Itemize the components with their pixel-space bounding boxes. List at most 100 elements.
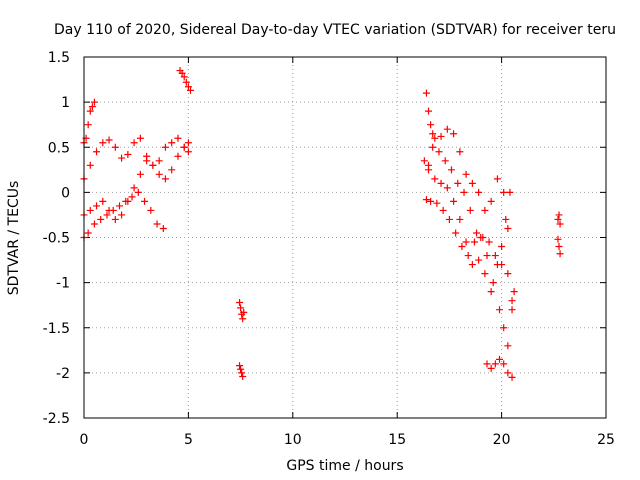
x-tick-labels: 0 5 10 15 20 25 xyxy=(80,432,615,448)
data-point xyxy=(504,342,512,350)
data-point xyxy=(554,215,562,223)
data-point xyxy=(155,170,163,178)
data-point xyxy=(493,175,501,183)
data-point xyxy=(481,270,489,278)
data-point xyxy=(427,197,435,205)
data-point xyxy=(498,243,506,251)
series-arc-m xyxy=(554,211,564,228)
data-point xyxy=(500,360,508,368)
data-point xyxy=(466,206,474,214)
data-point xyxy=(153,220,161,228)
data-point xyxy=(99,197,107,205)
series-arc-g xyxy=(236,362,247,380)
data-point xyxy=(470,238,478,246)
data-point xyxy=(506,188,514,196)
data-point xyxy=(147,206,155,214)
data-point xyxy=(420,157,428,165)
data-point xyxy=(433,199,441,207)
series-arc-h xyxy=(422,89,516,305)
data-point xyxy=(180,143,188,151)
data-point xyxy=(556,220,564,228)
y-tick-label: 1 xyxy=(61,95,70,111)
x-tick-label: 20 xyxy=(493,432,511,448)
data-point xyxy=(155,157,163,165)
data-point xyxy=(184,83,192,91)
data-point xyxy=(431,175,439,183)
data-point xyxy=(93,148,101,156)
data-point xyxy=(429,130,437,138)
data-point xyxy=(178,69,186,77)
data-point xyxy=(555,243,563,251)
data-point xyxy=(443,184,451,192)
data-point xyxy=(111,215,119,223)
data-point xyxy=(136,170,144,178)
data-point xyxy=(460,188,468,196)
plot-frame xyxy=(83,56,607,419)
y-tick-label: -2.5 xyxy=(43,411,70,427)
data-point xyxy=(487,197,495,205)
x-tick-label: 5 xyxy=(184,432,193,448)
data-point xyxy=(483,252,491,260)
data-point xyxy=(508,306,516,314)
data-point xyxy=(237,304,245,312)
data-point xyxy=(239,315,247,323)
data-point xyxy=(186,86,194,94)
data-point xyxy=(86,107,94,115)
data-point xyxy=(500,188,508,196)
data-point xyxy=(450,130,458,138)
data-point xyxy=(487,288,495,296)
data-point xyxy=(487,364,495,372)
data-point xyxy=(143,157,151,165)
series-arc-k xyxy=(425,143,518,296)
data-point xyxy=(111,143,119,151)
data-point xyxy=(556,250,564,258)
data-point xyxy=(422,196,430,204)
data-point xyxy=(429,143,437,151)
data-point xyxy=(502,215,510,223)
data-point xyxy=(489,279,497,287)
data-point xyxy=(168,166,176,174)
data-point xyxy=(236,298,244,306)
data-point xyxy=(86,161,94,169)
data-point xyxy=(161,175,169,183)
chart-title: Day 110 of 2020, Sidereal Day-to-day VTE… xyxy=(54,22,616,38)
data-point xyxy=(458,243,466,251)
data-point xyxy=(159,224,167,232)
data-point xyxy=(447,166,455,174)
data-point xyxy=(508,297,516,305)
data-point xyxy=(184,139,192,147)
data-point xyxy=(468,179,476,187)
data-point xyxy=(84,121,92,129)
data-point xyxy=(462,170,470,178)
data-point xyxy=(498,261,506,269)
data-point xyxy=(84,229,92,237)
y-tick-label: -1 xyxy=(56,276,70,292)
series-arc-i xyxy=(420,157,514,296)
data-point xyxy=(238,369,246,377)
data-point xyxy=(510,288,518,296)
data-point xyxy=(475,256,483,264)
data-point xyxy=(124,150,132,158)
y-tick-label: 1.5 xyxy=(48,50,70,66)
data-point xyxy=(236,362,244,370)
series-arc-b xyxy=(80,134,192,183)
data-point xyxy=(450,197,458,205)
data-point xyxy=(491,252,499,260)
data-points xyxy=(80,67,564,381)
series-arc-l xyxy=(483,355,516,381)
y-axis-label: SDTVAR / TECUs xyxy=(6,181,22,296)
data-point xyxy=(443,125,451,133)
data-point xyxy=(481,206,489,214)
data-point xyxy=(180,73,188,81)
data-point xyxy=(496,306,504,314)
series-arc-f xyxy=(236,298,248,323)
data-point xyxy=(464,252,472,260)
data-point xyxy=(130,139,138,147)
data-point xyxy=(136,134,144,142)
data-point xyxy=(109,206,117,214)
data-point xyxy=(118,154,126,162)
x-tick-label: 25 xyxy=(597,432,615,448)
data-point xyxy=(134,188,142,196)
data-point xyxy=(237,365,245,373)
